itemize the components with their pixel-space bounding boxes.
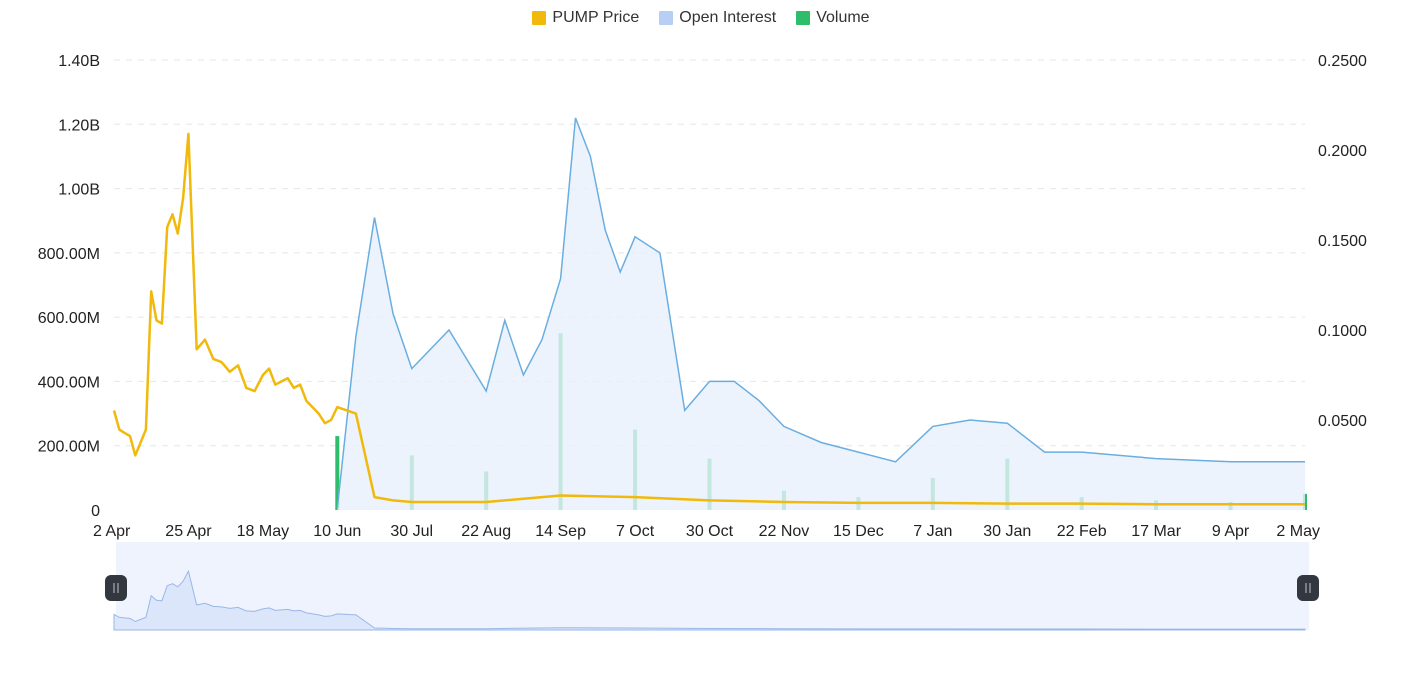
x-tick-label: 30 Jan bbox=[983, 523, 1031, 540]
x-tick-label: 18 May bbox=[237, 523, 289, 540]
legend-label-volume: Volume bbox=[816, 9, 870, 26]
y-left-tick-label: 600.00M bbox=[38, 310, 100, 327]
y-left-tick-label: 1.40B bbox=[58, 53, 100, 70]
x-tick-label: 10 Jun bbox=[313, 523, 361, 540]
y-axis-left: 0 200.00M 400.00M 600.00M 800.00M 1.00B 1.20B 1… bbox=[38, 53, 100, 520]
legend-item-open-interest[interactable]: Open Interest bbox=[659, 9, 776, 27]
x-tick-label: 30 Jul bbox=[390, 523, 433, 540]
navigator-handle-right[interactable] bbox=[1297, 575, 1319, 601]
legend-label-open-interest: Open Interest bbox=[679, 9, 777, 26]
y-left-tick-label: 1.00B bbox=[58, 182, 100, 199]
x-tick-label: 15 Dec bbox=[833, 523, 884, 540]
volume-bar bbox=[335, 436, 340, 510]
y-right-tick-label: 0.0500 bbox=[1318, 413, 1367, 430]
chart-legend: PUMP Price Open Interest Volume bbox=[0, 8, 1402, 28]
open-interest-line bbox=[336, 117, 1305, 509]
x-tick-label: 7 Oct bbox=[616, 523, 655, 540]
y-right-tick-label: 0.2500 bbox=[1318, 53, 1367, 70]
legend-swatch-open-interest bbox=[659, 11, 674, 25]
x-tick-label: 22 Aug bbox=[461, 523, 511, 540]
legend-swatch-volume bbox=[796, 11, 811, 25]
x-tick-label: 25 Apr bbox=[165, 523, 212, 540]
x-tick-label: 22 Nov bbox=[759, 523, 810, 540]
x-tick-label: 14 Sep bbox=[535, 523, 586, 540]
y-left-tick-label: 0 bbox=[91, 503, 100, 520]
x-tick-label: 17 Mar bbox=[1131, 523, 1181, 540]
navigator-series bbox=[113, 569, 1306, 631]
y-right-tick-label: 0.2000 bbox=[1318, 143, 1367, 160]
y-right-tick-label: 0.1500 bbox=[1318, 233, 1367, 250]
x-tick-label: 9 Apr bbox=[1212, 523, 1250, 540]
legend-swatch-pump-price bbox=[532, 11, 547, 25]
price-line bbox=[112, 132, 1305, 506]
y-right-tick-label: 0.1000 bbox=[1318, 323, 1367, 340]
x-axis: 2 Apr 25 Apr 18 May 10 Jun 30 Jul 22 Aug 14 Se… bbox=[93, 523, 1320, 540]
x-tick-label: 2 Apr bbox=[93, 523, 131, 540]
x-tick-label: 30 Oct bbox=[686, 523, 734, 540]
x-tick-label: 2 May bbox=[1276, 523, 1320, 540]
open-interest-area bbox=[337, 117, 1305, 511]
x-tick-label: 7 Jan bbox=[913, 523, 952, 540]
range-navigator[interactable] bbox=[105, 542, 1319, 631]
y-left-tick-label: 800.00M bbox=[38, 246, 100, 263]
y-left-tick-label: 1.20B bbox=[58, 117, 100, 134]
y-axis-right: 0.0500 0.1000 0.1500 0.2000 0.2500 bbox=[1318, 53, 1367, 430]
open-interest-series bbox=[336, 117, 1305, 511]
x-tick-label: 22 Feb bbox=[1057, 523, 1107, 540]
y-left-tick-label: 400.00M bbox=[38, 374, 100, 391]
legend-label-pump-price: PUMP Price bbox=[552, 9, 640, 26]
legend-item-volume[interactable]: Volume bbox=[796, 9, 870, 27]
legend-item-pump-price[interactable]: PUMP Price bbox=[532, 9, 639, 27]
navigator-handle-left[interactable] bbox=[105, 575, 127, 601]
price-series bbox=[112, 132, 1305, 506]
y-left-tick-label: 200.00M bbox=[38, 439, 100, 456]
